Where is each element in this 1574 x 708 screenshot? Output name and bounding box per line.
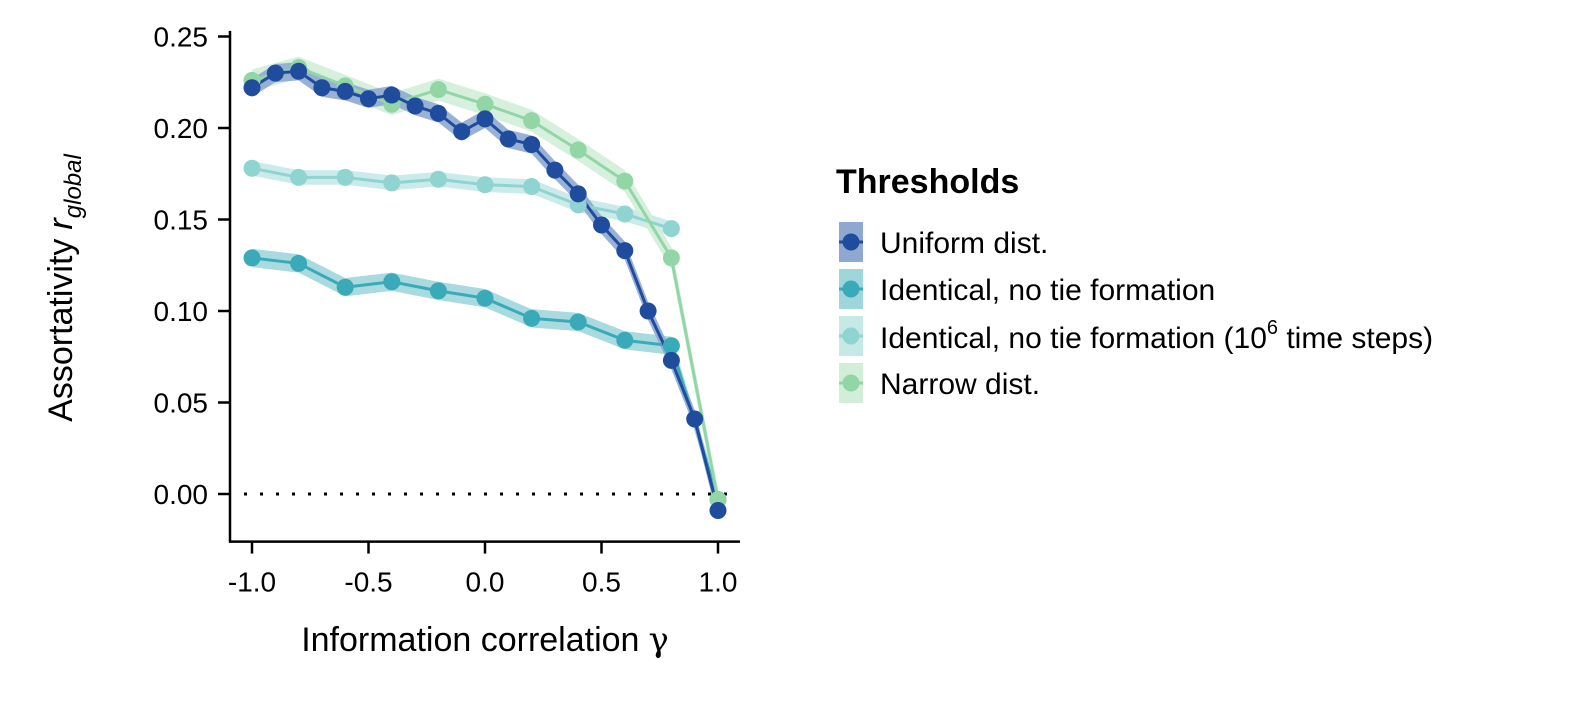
point-identical: [336, 278, 354, 296]
y-axis-subscript: global: [60, 154, 87, 219]
y-tick-label: 0.25: [154, 22, 209, 53]
y-tick-label: 0.05: [154, 388, 209, 419]
point-identical_long: [616, 205, 634, 223]
x-tick-label: -0.5: [344, 567, 392, 598]
point-uniform: [662, 351, 680, 369]
legend-title: Thresholds: [836, 163, 1019, 201]
y-tick-label: 0.10: [154, 296, 209, 327]
legend-swatch-marker: [842, 327, 860, 345]
y-axis-symbol: r: [42, 217, 80, 230]
point-identical: [662, 337, 680, 355]
point-identical_long: [336, 168, 354, 186]
legend-label-uniform: Uniform dist.: [880, 227, 1048, 260]
y-tick-label: 0.00: [154, 479, 209, 510]
legend-label-superscript: 6: [1267, 317, 1278, 339]
point-uniform: [523, 135, 541, 153]
point-uniform: [290, 62, 308, 80]
point-narrow: [476, 95, 494, 113]
point-narrow: [616, 172, 634, 190]
y-axis-ticks: 0.00 0.05 0.10 0.15 0.20 0.25: [154, 22, 230, 510]
point-uniform: [686, 410, 704, 428]
point-identical_long: [290, 168, 308, 186]
point-uniform: [383, 86, 401, 104]
legend-swatch-marker: [842, 233, 860, 251]
x-axis-title: Information correlation γ: [301, 620, 669, 660]
legend-label-suffix: time steps): [1278, 322, 1433, 355]
legend-item-identical: Identical, no tie formation: [839, 269, 1215, 309]
point-uniform: [499, 130, 517, 148]
point-narrow: [429, 81, 447, 99]
y-tick-label: 0.20: [154, 113, 209, 144]
point-identical: [476, 289, 494, 307]
point-uniform: [360, 90, 377, 108]
point-uniform: [243, 79, 261, 97]
point-uniform: [336, 82, 354, 100]
point-identical: [429, 282, 447, 300]
x-axis-title-text: Information correlation: [301, 621, 639, 659]
point-identical: [290, 254, 308, 272]
point-identical_long: [662, 220, 680, 238]
point-uniform: [429, 104, 447, 122]
legend-item-identical-long: Identical, no tie formation (106 time st…: [839, 316, 1433, 356]
point-uniform: [453, 123, 471, 141]
x-axis-symbol: γ: [648, 620, 668, 660]
line-identical_long: [251, 166, 672, 231]
legend-label-identical: Identical, no tie formation: [880, 274, 1215, 307]
x-axis-ticks: -1.0 -0.5 0.0 0.5 1.0: [228, 541, 738, 598]
point-identical_long: [243, 159, 261, 177]
band-identical: [252, 248, 718, 509]
legend-label-identical-long: Identical, no tie formation (106 time st…: [880, 317, 1433, 355]
y-tick-label: 0.15: [154, 205, 209, 236]
x-tick-label: -1.0: [228, 567, 276, 598]
point-identical: [523, 309, 541, 327]
x-tick-label: 1.0: [699, 567, 738, 598]
point-narrow: [569, 141, 587, 159]
point-narrow: [662, 249, 680, 267]
y-axis-title-text: Assortativity: [42, 239, 80, 422]
x-tick-label: 0.5: [582, 567, 621, 598]
legend-label-narrow: Narrow dist.: [880, 368, 1040, 401]
legend: Thresholds Uniform dist. Identical, no t…: [836, 163, 1433, 403]
point-uniform: [593, 216, 610, 234]
legend-item-uniform: Uniform dist.: [839, 222, 1048, 262]
point-uniform: [266, 64, 284, 82]
point-identical_long: [383, 174, 401, 192]
point-uniform: [406, 97, 424, 115]
point-identical: [616, 331, 634, 349]
band-narrow: [252, 56, 718, 511]
legend-swatch-marker: [842, 280, 860, 298]
point-identical: [383, 273, 401, 291]
legend-item-narrow: Narrow dist.: [839, 363, 1040, 403]
point-uniform: [546, 161, 564, 179]
point-identical: [243, 249, 261, 267]
point-uniform: [313, 79, 331, 97]
point-identical_long: [429, 170, 447, 188]
legend-label-prefix: Identical, no tie formation (10: [880, 322, 1267, 355]
point-identical_long: [523, 178, 541, 196]
point-uniform: [616, 242, 634, 260]
legend-swatch-marker: [842, 374, 860, 392]
point-identical: [569, 313, 587, 331]
point-uniform: [476, 110, 494, 128]
point-uniform: [709, 501, 727, 519]
x-tick-label: 0.0: [466, 567, 505, 598]
point-uniform: [639, 302, 657, 320]
point-narrow: [523, 112, 541, 130]
point-identical_long: [476, 176, 494, 194]
point-uniform: [569, 185, 587, 203]
y-axis-title: Assortativity rglobal: [42, 154, 87, 422]
series-points: [243, 59, 727, 519]
